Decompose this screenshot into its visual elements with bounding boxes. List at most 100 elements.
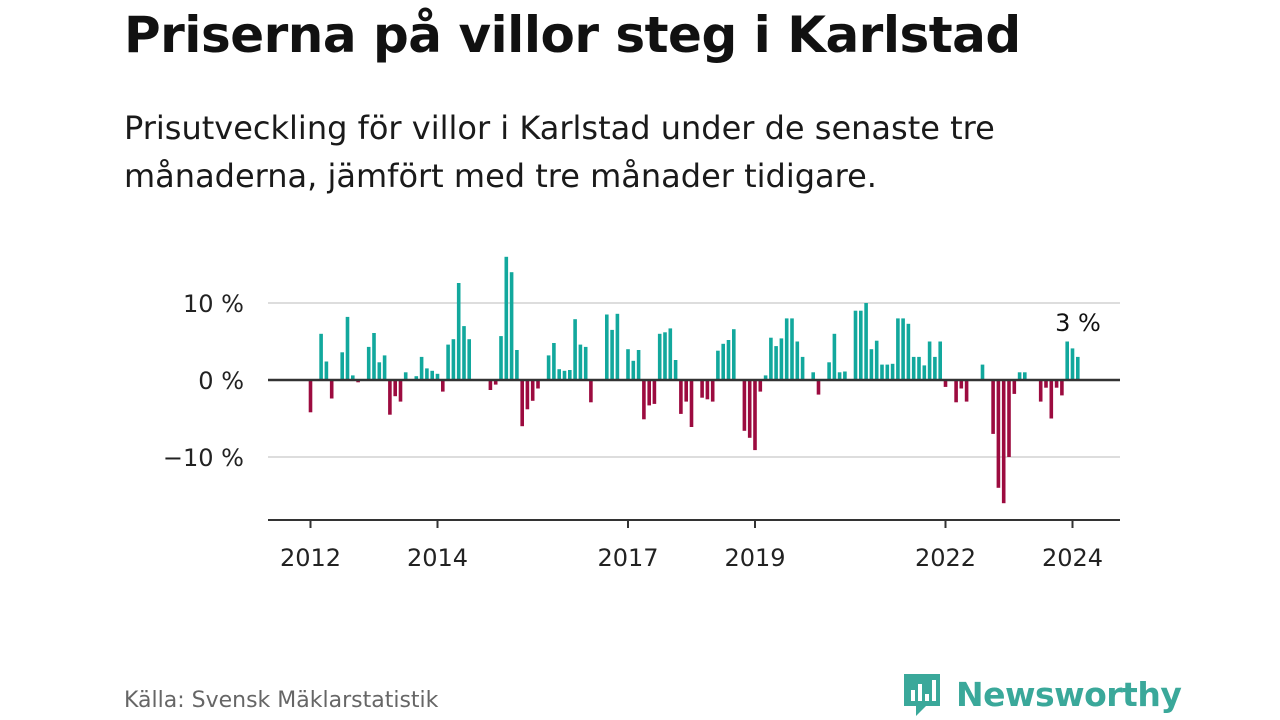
bar-negative: [652, 380, 657, 404]
bar-positive: [377, 362, 382, 380]
bar-positive: [372, 333, 376, 380]
bar-negative: [964, 380, 969, 402]
bar-positive: [732, 329, 736, 380]
bar-positive: [605, 314, 609, 380]
bar-positive: [657, 333, 662, 380]
bar-positive: [615, 313, 620, 380]
bar-positive: [610, 329, 614, 380]
bar-positive: [366, 346, 371, 380]
bar-positive: [726, 340, 731, 380]
bar-negative: [536, 380, 540, 389]
bar-positive: [446, 344, 450, 380]
x-tick-label: 2022: [915, 544, 976, 572]
bar-negative: [393, 380, 397, 397]
bar-negative: [700, 380, 704, 398]
bar-positive: [557, 369, 561, 380]
bar-negative: [1012, 380, 1017, 394]
bar-positive: [324, 361, 329, 380]
bar-negative: [996, 380, 1001, 488]
bar-positive: [504, 256, 509, 380]
bar-positive: [922, 365, 927, 380]
bar-positive: [933, 356, 937, 380]
bar-negative: [308, 380, 313, 413]
last-value-annotation: 3 %: [1055, 309, 1101, 337]
bar-positive: [980, 364, 985, 380]
bar-positive: [911, 356, 916, 380]
bar-negative: [684, 380, 688, 402]
source-credit: Källa: Svensk Mäklarstatistik: [124, 688, 439, 713]
bar-negative: [488, 380, 493, 390]
bar-positive: [499, 336, 503, 380]
bar-negative: [647, 380, 651, 406]
bar-negative: [1001, 380, 1006, 504]
y-tick-label: −10 %: [163, 444, 244, 472]
bar-negative: [329, 380, 334, 399]
bar-negative: [441, 380, 445, 392]
bar-negative: [747, 380, 752, 438]
bar-positive: [927, 341, 932, 380]
bar-positive: [626, 349, 630, 380]
bar-positive: [668, 328, 673, 380]
bar-negative: [398, 380, 403, 402]
bar-negative: [954, 380, 958, 403]
bar-negative: [525, 380, 530, 410]
bar-positive: [938, 341, 942, 380]
bar-positive: [1076, 356, 1080, 380]
bar-positive: [414, 376, 419, 380]
bar-positive: [351, 375, 355, 380]
bar-negative: [589, 380, 593, 403]
bar-positive: [763, 375, 768, 380]
bar-positive: [859, 310, 863, 380]
bar-positive: [1017, 372, 1022, 380]
brand-name: Newsworthy: [956, 674, 1182, 714]
bar-negative: [959, 380, 964, 389]
bar-positive: [552, 343, 556, 380]
bar-positive: [578, 344, 583, 380]
bar-positive: [636, 350, 641, 380]
bar-positive: [843, 371, 847, 380]
bar-negative: [493, 380, 498, 385]
bar-chart: 10 % 0 % −10 % 2012 2014 2017 2019 2022 2024 3 %: [163, 256, 1120, 572]
bar-positive: [568, 370, 572, 380]
bar-positive: [896, 318, 900, 380]
bar-positive: [901, 318, 905, 380]
bar-negative: [642, 380, 646, 420]
brand-logo[interactable]: Newsworthy: [900, 670, 1182, 718]
bar-positive: [874, 340, 879, 380]
bar-positive: [382, 355, 387, 380]
bar-negative: [710, 380, 715, 402]
bar-positive: [403, 372, 408, 380]
bar-positive: [546, 355, 551, 380]
bar-positive: [419, 356, 424, 380]
bar-negative: [816, 380, 821, 395]
bar-negative: [1007, 380, 1011, 457]
bar-positive: [869, 349, 874, 380]
bar-positive: [462, 326, 466, 380]
bar-negative: [753, 380, 757, 451]
bar-negative: [1054, 380, 1059, 388]
bar-positive: [827, 362, 831, 380]
chart-subtitle: Prisutveckling för villor i Karlstad und…: [124, 109, 995, 195]
x-tick-label: 2017: [597, 544, 658, 572]
bar-positive: [837, 372, 842, 380]
bar-positive: [769, 337, 773, 380]
bar-positive: [425, 368, 429, 380]
x-tick-label: 2024: [1042, 544, 1103, 572]
bar-positive: [456, 283, 461, 380]
bar-positive: [832, 333, 837, 380]
bar-positive: [885, 364, 890, 380]
bar-negative: [689, 380, 694, 427]
bar-positive: [340, 352, 344, 380]
bar-positive: [1023, 372, 1027, 380]
bar-positive: [864, 303, 868, 380]
bar-negative: [388, 380, 392, 415]
bar-positive: [779, 338, 784, 380]
bar-positive: [631, 360, 636, 381]
bar-positive: [573, 319, 577, 380]
bar-positive: [1065, 341, 1069, 380]
bar-positive: [917, 356, 921, 380]
bar-positive: [790, 318, 794, 380]
bar-positive: [451, 339, 456, 380]
x-tick-label: 2012: [280, 544, 341, 572]
bar-positive: [430, 370, 434, 380]
